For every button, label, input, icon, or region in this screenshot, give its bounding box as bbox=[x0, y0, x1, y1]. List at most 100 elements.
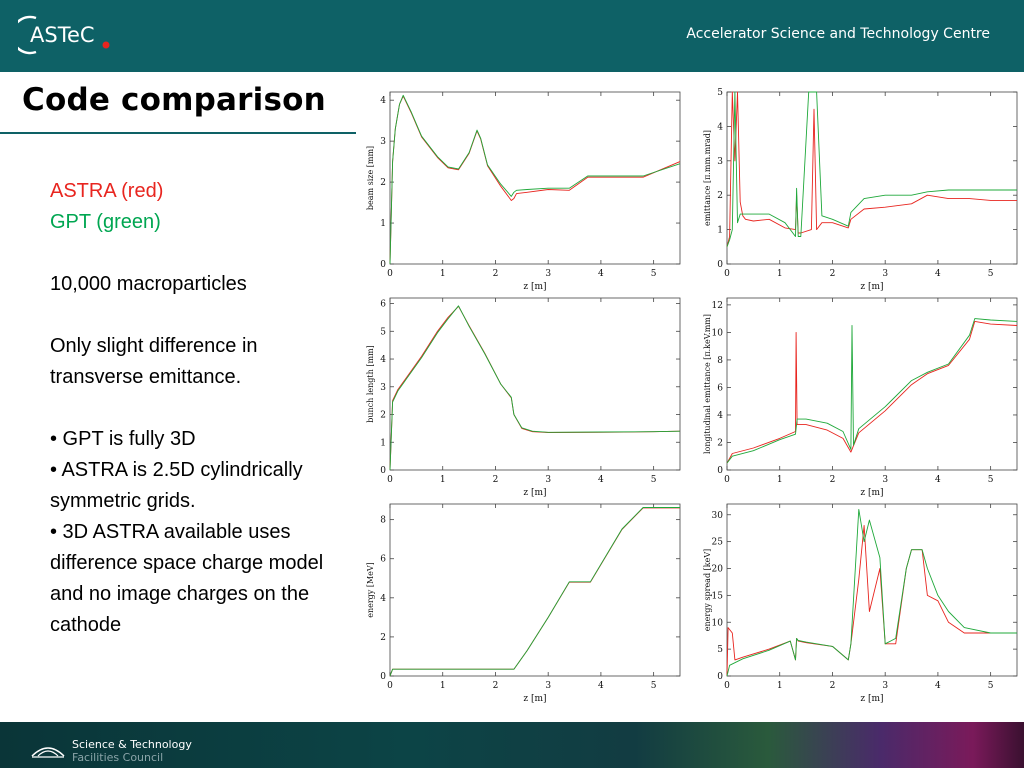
plot-frame bbox=[726, 503, 1018, 677]
difference-text: Only slight difference in transverse emi… bbox=[50, 335, 258, 388]
y-tick-label: 0 bbox=[380, 260, 386, 270]
y-axis-label: energy [MeV] bbox=[366, 562, 375, 618]
series-line-gpt bbox=[726, 318, 1018, 464]
y-tick-label: 12 bbox=[712, 301, 723, 311]
y-tick-label: 5 bbox=[717, 645, 723, 655]
y-tick-label: 0 bbox=[717, 260, 723, 270]
x-tick-label: 5 bbox=[988, 681, 994, 691]
x-axis-label: z [m] bbox=[860, 282, 883, 292]
title-divider bbox=[0, 132, 356, 134]
y-tick-label: 8 bbox=[717, 356, 723, 366]
x-tick-label: 5 bbox=[988, 269, 994, 279]
x-tick-label: 4 bbox=[935, 681, 941, 691]
x-tick-label: 0 bbox=[724, 475, 730, 485]
series-line-astra bbox=[726, 525, 1017, 677]
plot-frame bbox=[389, 91, 681, 265]
series-line-gpt bbox=[726, 91, 1017, 247]
page-title: Code comparison bbox=[22, 82, 326, 118]
bullet-3d-astra: • 3D ASTRA available uses difference spa… bbox=[50, 521, 324, 636]
y-axis-label: beam size [mm] bbox=[366, 146, 375, 210]
org-name: Accelerator Science and Technology Centr… bbox=[686, 26, 990, 42]
y-tick-label: 0 bbox=[380, 672, 386, 682]
y-tick-label: 0 bbox=[717, 672, 723, 682]
x-tick-label: 5 bbox=[988, 475, 994, 485]
logo-text: ASTeC bbox=[30, 23, 95, 47]
x-tick-label: 4 bbox=[935, 475, 941, 485]
x-tick-label: 1 bbox=[777, 475, 783, 485]
y-tick-label: 2 bbox=[717, 438, 723, 448]
x-tick-label: 1 bbox=[777, 269, 783, 279]
series-line-gpt bbox=[726, 508, 1017, 677]
y-tick-label: 10 bbox=[712, 618, 724, 628]
x-axis-label: z [m] bbox=[523, 488, 546, 498]
plot-frame bbox=[389, 503, 681, 677]
x-tick-label: 0 bbox=[387, 269, 393, 279]
slide-body: ASTRA (red) GPT (green) 10,000 macropart… bbox=[50, 176, 335, 641]
y-tick-label: 0 bbox=[380, 466, 386, 476]
series-line-astra bbox=[726, 91, 1017, 247]
x-tick-label: 4 bbox=[598, 269, 604, 279]
y-tick-label: 5 bbox=[380, 327, 386, 337]
x-tick-label: 2 bbox=[830, 475, 836, 485]
y-tick-label: 4 bbox=[380, 594, 386, 604]
series-line-astra bbox=[726, 320, 1018, 464]
chart-3: 0 1 2 3 4 5 0 1 2 3 4 5 6 z [m] bunch length [mm] bbox=[366, 297, 681, 498]
series-line-gpt bbox=[389, 94, 681, 265]
chart-6: 0 1 2 3 4 5 0 5 10 15 20 25 30 z [m] energy spread [ke… bbox=[703, 503, 1018, 704]
y-tick-label: 1 bbox=[380, 219, 386, 229]
x-tick-label: 3 bbox=[545, 269, 551, 279]
y-tick-label: 20 bbox=[712, 565, 724, 575]
x-tick-label: 0 bbox=[724, 681, 730, 691]
plot-frame bbox=[726, 91, 1018, 265]
y-tick-label: 3 bbox=[717, 157, 723, 167]
x-tick-label: 3 bbox=[545, 681, 551, 691]
footer-bar bbox=[0, 722, 1024, 768]
y-tick-label: 3 bbox=[380, 383, 386, 393]
x-tick-label: 0 bbox=[387, 475, 393, 485]
y-tick-label: 0 bbox=[717, 466, 723, 476]
x-tick-label: 0 bbox=[387, 681, 393, 691]
x-tick-label: 2 bbox=[830, 681, 836, 691]
y-tick-label: 6 bbox=[380, 300, 386, 310]
y-tick-label: 4 bbox=[717, 122, 723, 132]
footer-org: Science & Technology Facilities Council bbox=[72, 738, 192, 764]
y-tick-label: 2 bbox=[717, 191, 723, 201]
x-tick-label: 0 bbox=[724, 269, 730, 279]
y-tick-label: 5 bbox=[717, 88, 723, 98]
x-tick-label: 3 bbox=[882, 269, 888, 279]
particles-text: 10,000 macroparticles bbox=[50, 273, 247, 295]
plot-frame bbox=[389, 297, 681, 471]
y-tick-label: 2 bbox=[380, 178, 386, 188]
y-tick-label: 2 bbox=[380, 633, 386, 643]
stfc-logo-icon bbox=[31, 747, 65, 758]
chart-5: 0 1 2 3 4 5 0 2 4 6 8 z [m] energy [MeV] bbox=[366, 503, 681, 704]
x-tick-label: 3 bbox=[882, 681, 888, 691]
y-tick-label: 2 bbox=[380, 411, 386, 421]
x-tick-label: 1 bbox=[440, 475, 446, 485]
x-tick-label: 2 bbox=[493, 681, 499, 691]
y-tick-label: 15 bbox=[712, 591, 724, 601]
series-line-gpt bbox=[389, 305, 681, 471]
footer-line1: Science & Technology bbox=[72, 738, 192, 751]
x-tick-label: 4 bbox=[598, 475, 604, 485]
y-tick-label: 4 bbox=[380, 96, 386, 106]
x-tick-label: 4 bbox=[935, 269, 941, 279]
y-tick-label: 6 bbox=[380, 555, 386, 565]
x-tick-label: 2 bbox=[493, 475, 499, 485]
x-tick-label: 4 bbox=[598, 681, 604, 691]
footer-line2: Facilities Council bbox=[72, 751, 164, 764]
x-tick-label: 3 bbox=[545, 475, 551, 485]
bullet-gpt: • GPT is fully 3D bbox=[50, 428, 196, 450]
y-tick-label: 1 bbox=[717, 226, 723, 236]
y-axis-label: bunch length [mm] bbox=[366, 345, 375, 423]
y-tick-label: 3 bbox=[380, 137, 386, 147]
x-axis-label: z [m] bbox=[860, 488, 883, 498]
chart-2: 0 1 2 3 4 5 0 1 2 3 4 5 z [m] emittance [π.mm.mrad] bbox=[703, 88, 1018, 292]
y-tick-label: 4 bbox=[717, 411, 723, 421]
x-tick-label: 2 bbox=[493, 269, 499, 279]
header-bar bbox=[0, 0, 1024, 72]
y-tick-label: 30 bbox=[712, 511, 724, 521]
y-axis-label: energy spread [keV] bbox=[703, 549, 712, 631]
